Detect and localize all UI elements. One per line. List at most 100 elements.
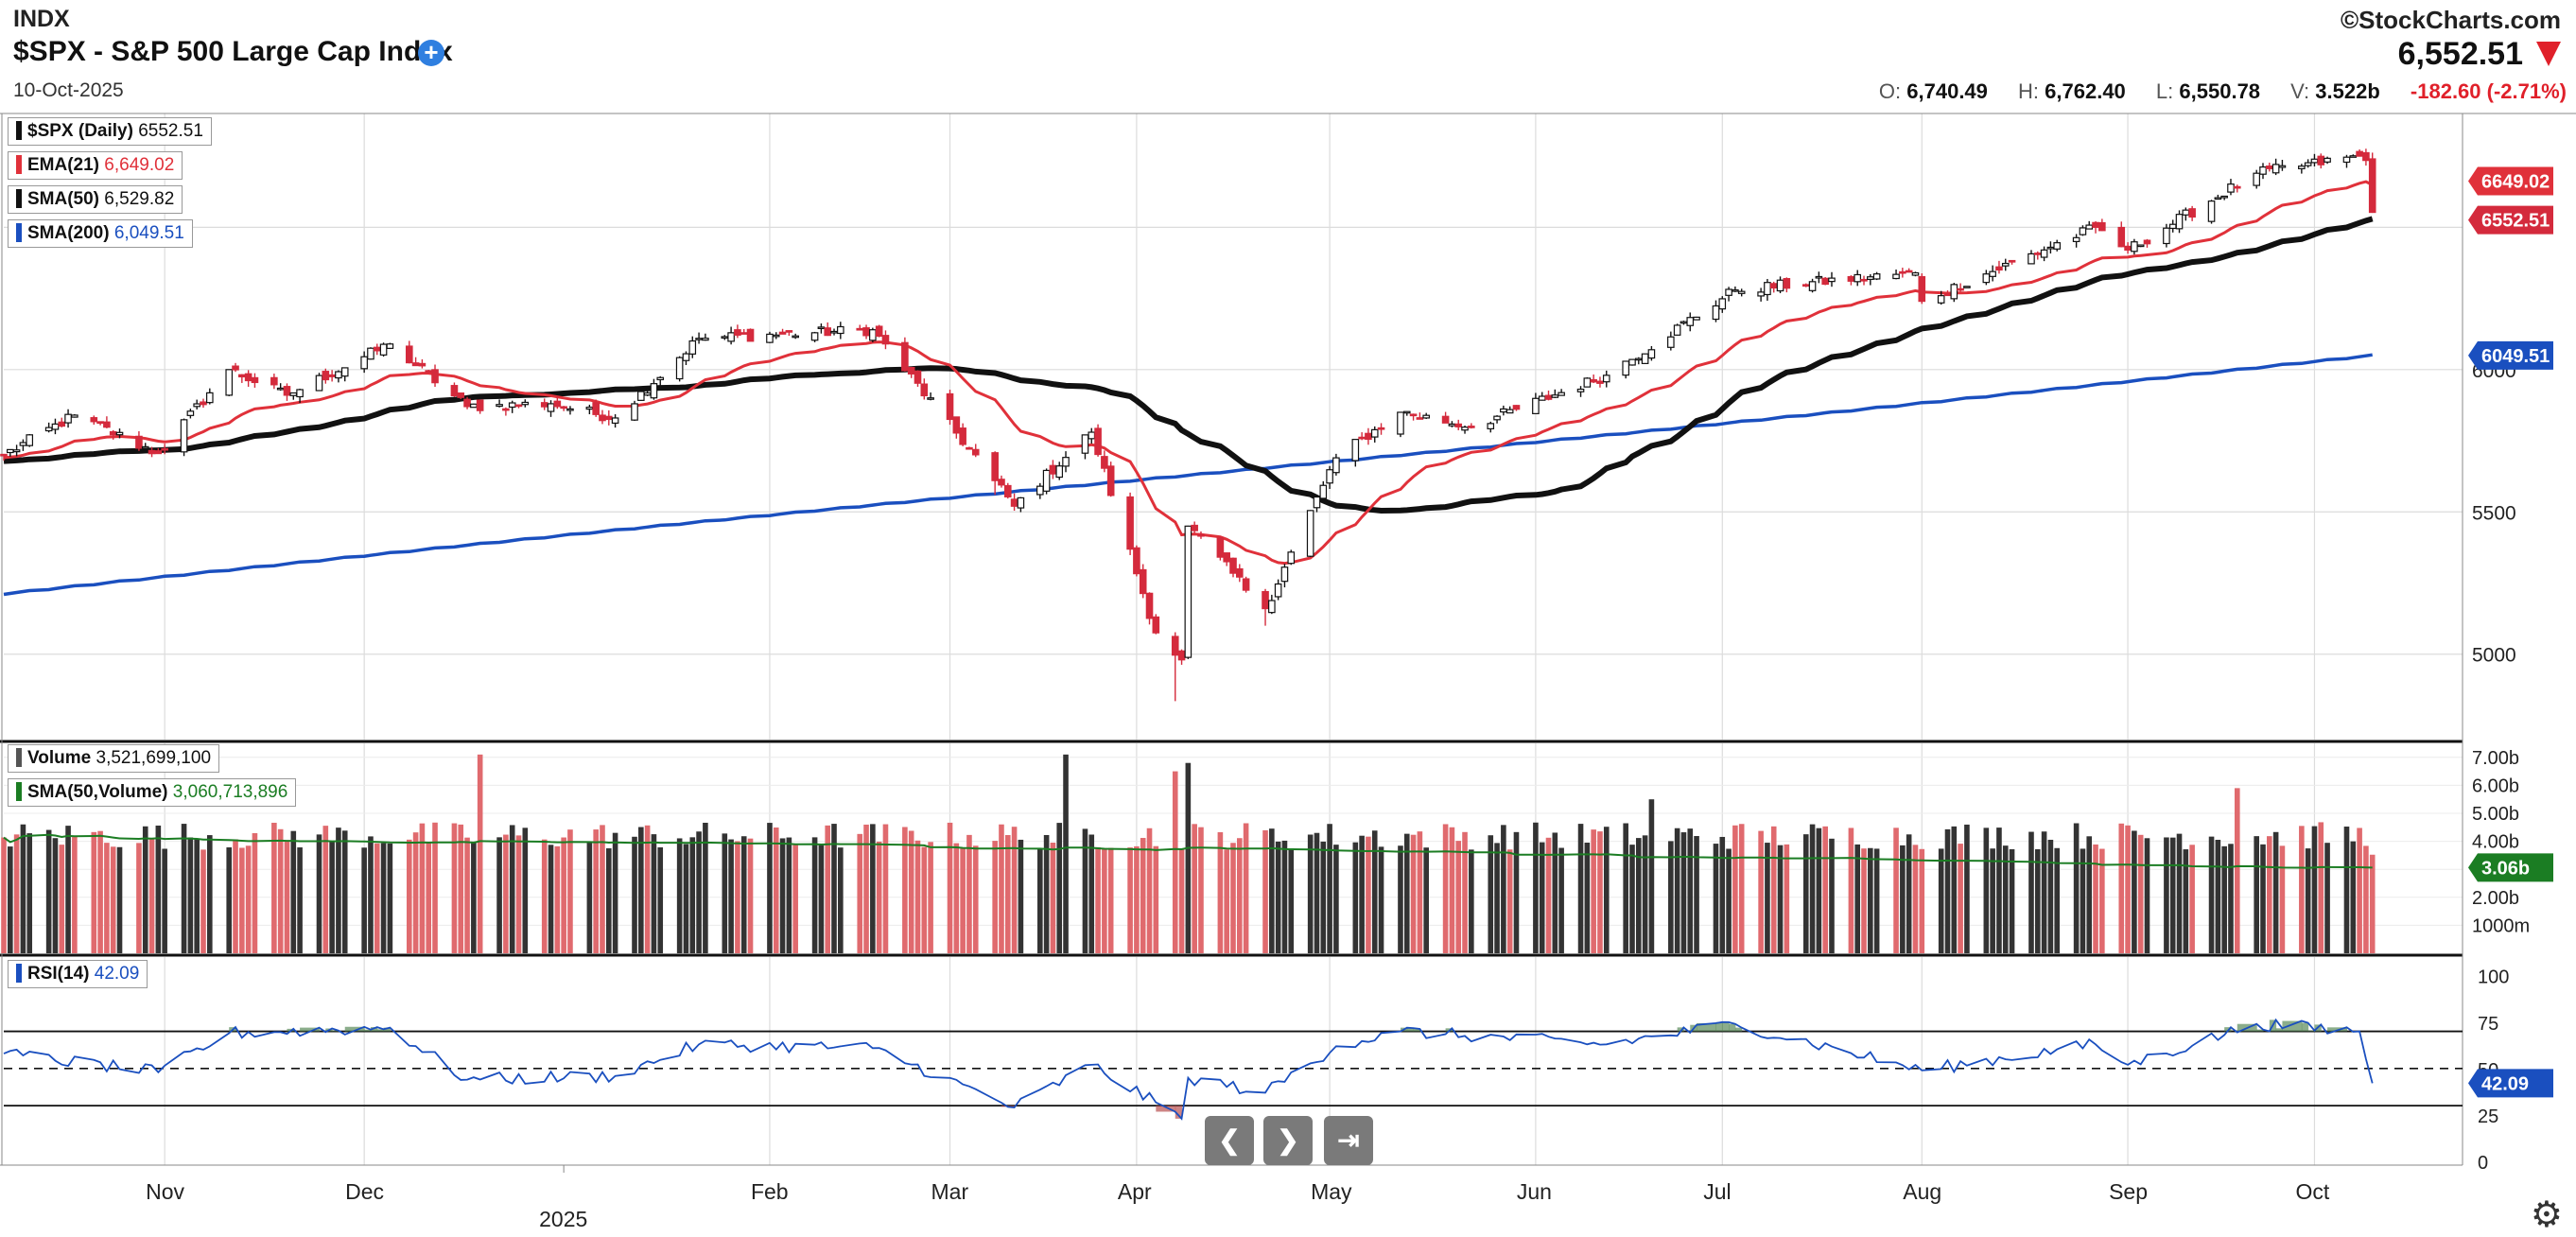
- volume-bar: [200, 849, 206, 953]
- volume-sma-badge: 3.06b: [2468, 853, 2553, 882]
- legend-sma50[interactable]: SMA(50) 6,529.82: [8, 185, 183, 214]
- candle-body: [1088, 431, 1096, 440]
- legend-value: 3,521,699,100: [96, 748, 212, 768]
- volume-bar: [1983, 828, 1990, 953]
- badge-text: 6552.51: [2481, 211, 2550, 232]
- legend-price-series[interactable]: $SPX (Daily) 6552.51: [8, 117, 212, 146]
- chevron-left-icon[interactable]: ❮: [1205, 1116, 1254, 1165]
- candle-body: [1101, 456, 1108, 469]
- rsi-overbought-fill: [2282, 1020, 2303, 1032]
- plus-circle-icon[interactable]: +: [418, 40, 444, 66]
- gear-icon[interactable]: ⚙: [2530, 1195, 2563, 1235]
- volume-bar: [341, 830, 348, 953]
- candle-body: [2253, 172, 2260, 186]
- candle-body: [1590, 378, 1597, 383]
- volume-bar: [1784, 844, 1790, 953]
- candle-body: [1280, 566, 1289, 583]
- volume-bar: [1004, 835, 1011, 953]
- candle-body: [1177, 650, 1186, 661]
- candle-body: [2124, 245, 2132, 252]
- volume-tick-label: 4.00b: [2472, 832, 2519, 853]
- legend-label: RSI(14): [27, 964, 90, 984]
- volume-bar: [194, 838, 200, 953]
- volume-bar: [1127, 847, 1133, 953]
- candle-body: [1828, 277, 1836, 283]
- candle-body: [1506, 409, 1514, 414]
- volume-bar: [857, 833, 863, 953]
- volume-bar: [992, 841, 998, 953]
- volume-bar: [2009, 848, 2015, 953]
- volume-bar: [380, 843, 387, 953]
- chevron-right-icon[interactable]: ❯: [1263, 1116, 1313, 1165]
- candle-body: [2028, 253, 2035, 265]
- volume-bar: [1352, 842, 1359, 953]
- rsi-overbought-fill: [2256, 1029, 2264, 1032]
- candle-body: [1667, 336, 1675, 348]
- volume-bar: [1854, 844, 1861, 953]
- candle-body: [244, 373, 252, 382]
- candle-body: [90, 417, 98, 423]
- candle-body: [206, 392, 214, 404]
- volume-bar: [2080, 848, 2086, 953]
- x-year-label: 2025: [539, 1207, 587, 1231]
- legend-rsi[interactable]: RSI(14) 42.09: [8, 960, 148, 988]
- volume-bar: [1178, 848, 1185, 953]
- volume-bar: [1758, 830, 1764, 953]
- candle-body: [1905, 270, 1913, 273]
- brand-logo[interactable]: ©StockCharts.com: [2341, 6, 2561, 34]
- rsi-overbought-fill: [1722, 1021, 1730, 1032]
- legend-sma200[interactable]: SMA(200) 6,049.51: [8, 219, 193, 248]
- chart-title: $SPX - S&P 500 Large Cap Index: [13, 36, 453, 67]
- candle-body: [64, 413, 72, 424]
- volume-bar: [747, 838, 754, 953]
- volume-bar: [1648, 799, 1655, 953]
- candle-body: [810, 332, 819, 341]
- volume-bar: [1307, 834, 1314, 953]
- legend-label: SMA(50,Volume): [27, 782, 168, 802]
- candle-body: [315, 375, 323, 392]
- legend-volume-sma[interactable]: SMA(50,Volume) 3,060,713,896: [8, 778, 297, 807]
- candle-body: [1815, 275, 1823, 279]
- ohlc-readout: O: 6,740.49 H: 6,762.40 L: 6,550.78 V: 3…: [1879, 79, 2567, 104]
- candle-body: [1718, 298, 1727, 310]
- candle-body: [824, 327, 832, 337]
- candle-body: [2362, 151, 2370, 162]
- candle-body: [772, 334, 780, 338]
- legend-ema21[interactable]: EMA(21) 6,649.02: [8, 151, 183, 180]
- volume-bar: [1192, 824, 1197, 953]
- candle-body: [373, 346, 381, 352]
- volume-bar: [374, 843, 380, 953]
- candle-body: [1725, 288, 1732, 296]
- candle-body: [276, 387, 285, 391]
- volume-bar: [59, 845, 65, 953]
- volume-bar: [2183, 849, 2189, 953]
- rsi-overbought-fill: [287, 1028, 294, 1032]
- volume-bar: [1063, 754, 1069, 953]
- x-tick-label: May: [1311, 1179, 1352, 1204]
- candle-body: [1783, 278, 1791, 289]
- volume-bar: [703, 822, 708, 953]
- volume-bar: [1230, 843, 1236, 953]
- volume-bar: [2279, 845, 2286, 953]
- legend-volume[interactable]: Volume 3,521,699,100: [8, 744, 220, 773]
- candle-body: [1500, 408, 1507, 413]
- volume-bar: [1488, 835, 1494, 953]
- low-value: 6,550.78: [2179, 79, 2261, 103]
- candle-body: [1461, 427, 1469, 431]
- volume-bar: [329, 842, 335, 953]
- candle-body: [1010, 498, 1018, 507]
- volume-bar: [1597, 831, 1603, 953]
- volume-bar: [2189, 845, 2195, 953]
- volume-bar: [515, 835, 522, 953]
- candle-body: [1576, 388, 1585, 392]
- sma200-line: [3, 353, 2373, 597]
- candle-body: [599, 414, 606, 422]
- candle-body: [2163, 227, 2170, 245]
- candle-body: [521, 401, 530, 406]
- skip-to-end-icon[interactable]: ⇥: [1324, 1116, 1373, 1165]
- candle-body: [1693, 316, 1700, 321]
- candle-body: [12, 449, 21, 453]
- volume-bar: [605, 848, 612, 953]
- candle-body: [2098, 221, 2106, 232]
